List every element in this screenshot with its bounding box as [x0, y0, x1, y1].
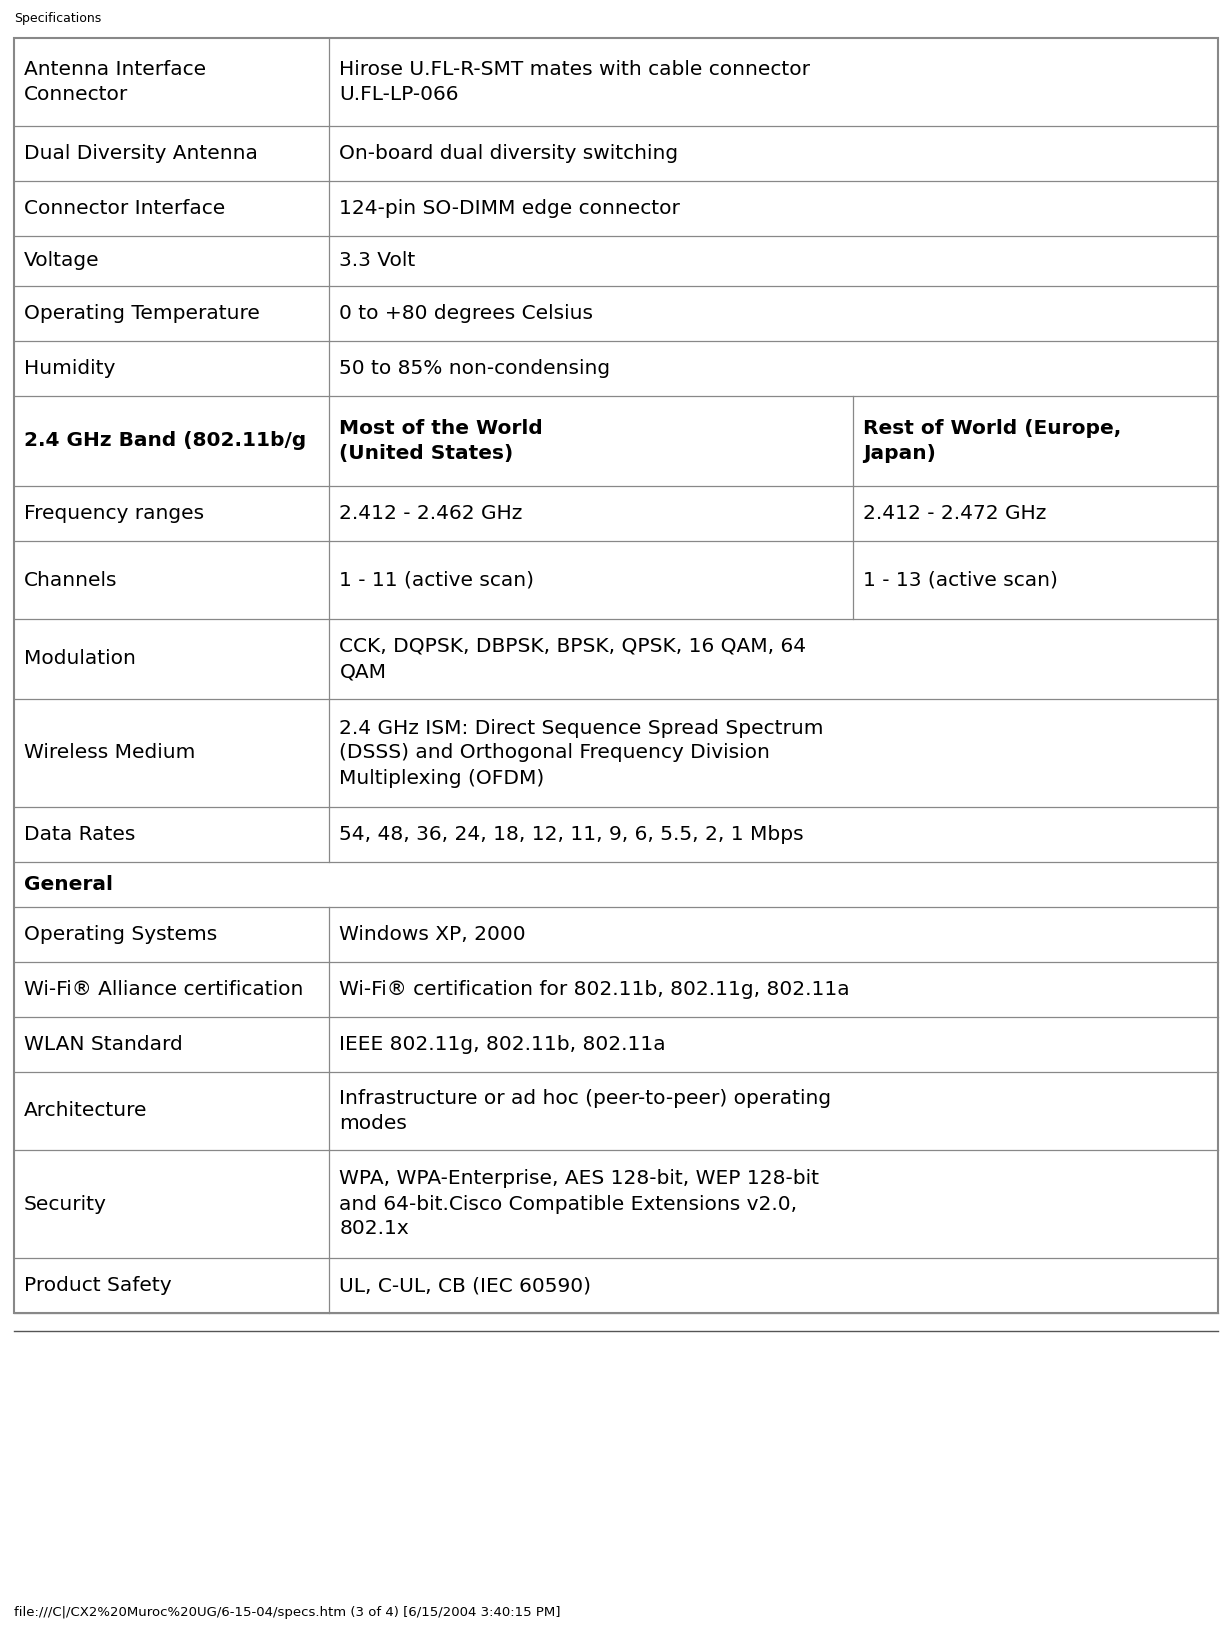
Text: Connector Interface: Connector Interface [23, 199, 225, 218]
Text: 2.4 GHz ISM: Direct Sequence Spread Spectrum
(DSSS) and Orthogonal Frequency Div: 2.4 GHz ISM: Direct Sequence Spread Spec… [340, 718, 824, 788]
Text: Data Rates: Data Rates [23, 825, 136, 843]
Text: Channels: Channels [23, 570, 117, 589]
Text: Security: Security [23, 1195, 107, 1213]
Text: 124-pin SO-DIMM edge connector: 124-pin SO-DIMM edge connector [340, 199, 680, 218]
Text: 54, 48, 36, 24, 18, 12, 11, 9, 6, 5.5, 2, 1 Mbps: 54, 48, 36, 24, 18, 12, 11, 9, 6, 5.5, 2… [340, 825, 804, 843]
Text: Operating Temperature: Operating Temperature [23, 304, 260, 322]
Text: Frequency ranges: Frequency ranges [23, 505, 205, 523]
Text: 2.412 - 2.472 GHz: 2.412 - 2.472 GHz [864, 505, 1046, 523]
Text: Windows XP, 2000: Windows XP, 2000 [340, 925, 526, 944]
Text: Rest of World (Europe,
Japan): Rest of World (Europe, Japan) [864, 418, 1121, 462]
Text: Operating Systems: Operating Systems [23, 925, 217, 944]
Text: CCK, DQPSK, DBPSK, BPSK, QPSK, 16 QAM, 64
QAM: CCK, DQPSK, DBPSK, BPSK, QPSK, 16 QAM, 6… [340, 637, 807, 681]
Text: 0 to +80 degrees Celsius: 0 to +80 degrees Celsius [340, 304, 594, 322]
Text: Humidity: Humidity [23, 360, 116, 378]
Text: Most of the World
(United States): Most of the World (United States) [340, 418, 543, 462]
Text: 2.4 GHz Band (802.11b/g: 2.4 GHz Band (802.11b/g [23, 431, 307, 451]
Text: Wireless Medium: Wireless Medium [23, 744, 196, 762]
Text: Voltage: Voltage [23, 251, 100, 270]
Text: 50 to 85% non-condensing: 50 to 85% non-condensing [340, 360, 611, 378]
Text: 1 - 11 (active scan): 1 - 11 (active scan) [340, 570, 535, 589]
Text: Wi-Fi® certification for 802.11b, 802.11g, 802.11a: Wi-Fi® certification for 802.11b, 802.11… [340, 980, 850, 1000]
Text: General: General [23, 874, 113, 894]
Text: Antenna Interface
Connector: Antenna Interface Connector [23, 60, 206, 104]
Text: 3.3 Volt: 3.3 Volt [340, 251, 415, 270]
Text: Product Safety: Product Safety [23, 1276, 171, 1294]
Text: On-board dual diversity switching: On-board dual diversity switching [340, 143, 679, 163]
Text: Modulation: Modulation [23, 650, 136, 669]
Text: Dual Diversity Antenna: Dual Diversity Antenna [23, 143, 257, 163]
Text: Wi-Fi® Alliance certification: Wi-Fi® Alliance certification [23, 980, 303, 1000]
Text: Architecture: Architecture [23, 1102, 148, 1120]
Text: 1 - 13 (active scan): 1 - 13 (active scan) [864, 570, 1058, 589]
Bar [14, 37, 1218, 1314]
Text: WPA, WPA-Enterprise, AES 128-bit, WEP 128-bit
and 64-bit.Cisco Compatible Extens: WPA, WPA-Enterprise, AES 128-bit, WEP 12… [340, 1169, 819, 1239]
Text: UL, C-UL, CB (IEC 60590): UL, C-UL, CB (IEC 60590) [340, 1276, 591, 1294]
Text: 2.412 - 2.462 GHz: 2.412 - 2.462 GHz [340, 505, 522, 523]
Text: Specifications: Specifications [14, 11, 101, 24]
Text: WLAN Standard: WLAN Standard [23, 1035, 182, 1053]
Text: Infrastructure or ad hoc (peer-to-peer) operating
modes: Infrastructure or ad hoc (peer-to-peer) … [340, 1089, 832, 1133]
Text: file:///C|/CX2%20Muroc%20UG/6-15-04/specs.htm (3 of 4) [6/15/2004 3:40:15 PM]: file:///C|/CX2%20Muroc%20UG/6-15-04/spec… [14, 1605, 561, 1618]
Text: Hirose U.FL-R-SMT mates with cable connector
U.FL-LP-066: Hirose U.FL-R-SMT mates with cable conne… [340, 60, 811, 104]
Text: IEEE 802.11g, 802.11b, 802.11a: IEEE 802.11g, 802.11b, 802.11a [340, 1035, 667, 1053]
